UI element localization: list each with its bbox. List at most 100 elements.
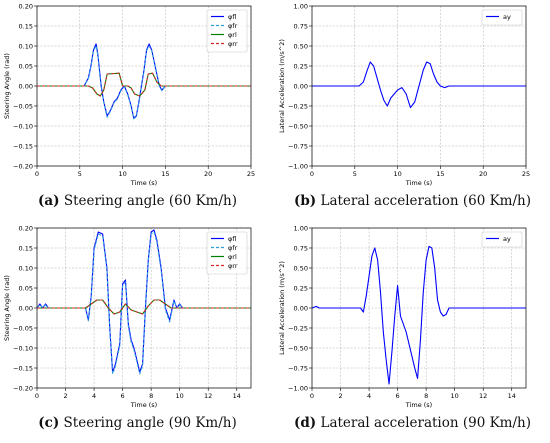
y-tick-label: −0.25 [288, 324, 308, 332]
caption-lateral-60: (b) Lateral acceleration (60 Km/h) [275, 193, 550, 209]
caption-text: Lateral acceleration (90 Km/h) [316, 415, 531, 431]
y-axis-label: Lateral Acceleration (m/s^2) [278, 39, 286, 133]
x-tick-label: 25 [522, 170, 530, 178]
y-tick-label: 0.75 [294, 22, 308, 30]
series-line-2 [36, 231, 251, 375]
x-tick-label: 12 [204, 392, 212, 400]
series-line-1 [311, 245, 526, 385]
y-tick-label: 0.25 [294, 284, 308, 292]
panel-steering-90: 0 2 4 6 8 10 12 14 −0.20 −0.15 −0.10 −0.05 0.00 0.05 0… [0, 222, 275, 443]
y-tick-label: 1.00 [294, 224, 308, 232]
y-tick-label: 0.15 [19, 22, 33, 30]
y-tick-label: 0.05 [19, 62, 33, 70]
x-tick-label: 10 [393, 170, 401, 178]
y-tick-label: 0.15 [19, 244, 33, 252]
legend-label: φrr [228, 40, 238, 48]
legend-label: φfr [228, 22, 238, 30]
y-tick-label: 0.10 [19, 42, 33, 50]
y-tick-label: −0.15 [13, 364, 33, 372]
chart-lateral-60: 0 5 10 15 20 25 −1.00 −0.75 −0.50 −0.25 0.00 0.25 0.… [278, 2, 530, 187]
x-axis-label: Time (s) [130, 179, 157, 187]
x-tick-label: 2 [63, 392, 67, 400]
y-tick-label: 0.25 [294, 62, 308, 70]
y-tick-label: 0.20 [19, 2, 33, 10]
x-axis-label: Time (s) [405, 179, 432, 187]
y-tick-label: 0.50 [294, 42, 308, 50]
x-tick-label: 5 [353, 170, 357, 178]
series-line-4 [37, 72, 251, 97]
x-tick-label: 15 [161, 170, 169, 178]
y-tick-label: 0.20 [19, 224, 33, 232]
chart-steering-60: 0 5 10 15 20 25 −0.20 −0.15 −0.10 −0.05 0.00 0.05 0.… [3, 2, 255, 187]
x-tick-label: 14 [233, 392, 241, 400]
legend-label: φrl [228, 253, 237, 261]
y-tick-label: 0.75 [294, 244, 308, 252]
x-tick-label: 0 [310, 170, 314, 178]
y-tick-label: −0.20 [13, 162, 33, 170]
x-axis-label: Time (s) [130, 401, 157, 409]
legend-label: φfl [228, 235, 236, 243]
y-tick-label: −0.10 [13, 344, 33, 352]
caption-text: Lateral acceleration (60 Km/h) [316, 193, 531, 209]
y-tick-label: −1.00 [288, 384, 308, 392]
y-tick-label: −1.00 [288, 162, 308, 170]
legend-label: φfl [228, 13, 236, 21]
y-tick-label: 0.00 [19, 304, 33, 312]
x-tick-label: 6 [396, 392, 400, 400]
x-tick-label: 15 [436, 170, 444, 178]
y-tick-label: 0.00 [294, 82, 308, 90]
y-tick-label: −0.05 [13, 324, 33, 332]
series-line-3 [37, 72, 251, 97]
y-tick-label: −0.50 [288, 122, 308, 130]
series-line-1 [37, 43, 251, 119]
chart-steering-90: 0 2 4 6 8 10 12 14 −0.20 −0.15 −0.10 −0.05 0.00 0.05 0… [3, 224, 252, 409]
chart-lateral-90: 0 2 4 6 8 10 12 14 −1.00 −0.75 −0.50 −0.25 0.00 0.25 0… [278, 224, 527, 409]
legend-label: ay [503, 13, 511, 21]
y-tick-label: 0.10 [19, 264, 33, 272]
caption-letter: (c) [38, 415, 60, 431]
y-axis-label: Steering Angle (rad) [3, 275, 11, 341]
y-axis-label: Lateral Acceleration (m/s^2) [278, 261, 286, 355]
x-axis-label: Time (s) [405, 401, 432, 409]
x-tick-label: 12 [479, 392, 487, 400]
x-tick-label: 10 [118, 170, 126, 178]
legend-box [206, 231, 248, 275]
caption-letter: (d) [293, 415, 317, 431]
y-tick-label: −0.50 [288, 344, 308, 352]
legend-box [206, 9, 248, 53]
caption-text: Steering angle (60 Km/h) [59, 193, 237, 209]
caption-text: Steering angle (90 Km/h) [59, 415, 237, 431]
caption-steering-90: (c) Steering angle (90 Km/h) [0, 415, 275, 431]
x-tick-label: 10 [176, 392, 184, 400]
y-tick-label: −0.25 [288, 102, 308, 110]
legend-box [481, 9, 523, 26]
y-tick-label: 1.00 [294, 2, 308, 10]
caption-lateral-90: (d) Lateral acceleration (90 Km/h) [275, 415, 550, 431]
caption-letter: (b) [293, 193, 317, 209]
x-tick-label: 20 [479, 170, 487, 178]
x-tick-label: 4 [367, 392, 371, 400]
legend-label: φrl [228, 31, 237, 39]
y-tick-label: −0.75 [288, 364, 308, 372]
y-tick-label: −0.20 [13, 384, 33, 392]
x-tick-label: 5 [78, 170, 82, 178]
y-tick-label: −0.10 [13, 122, 33, 130]
x-tick-label: 20 [204, 170, 212, 178]
series-line-2 [37, 45, 251, 120]
legend-box [481, 231, 523, 248]
legend: ay [481, 9, 523, 26]
y-tick-label: 0.05 [19, 284, 33, 292]
series-line-1 [312, 61, 526, 109]
x-tick-label: 0 [35, 170, 39, 178]
x-tick-label: 14 [508, 392, 516, 400]
panel-lateral-90: 0 2 4 6 8 10 12 14 −1.00 −0.75 −0.50 −0.25 0.00 0.25 0… [275, 222, 550, 443]
x-tick-label: 8 [149, 392, 153, 400]
panel-lateral-60: 0 5 10 15 20 25 −1.00 −0.75 −0.50 −0.25 0.00 0.25 0.… [275, 0, 550, 221]
legend: ay [481, 231, 523, 248]
y-tick-label: −0.15 [13, 142, 33, 150]
legend-label: ay [503, 235, 511, 243]
y-tick-label: −0.75 [288, 142, 308, 150]
y-tick-label: 0.50 [294, 264, 308, 272]
